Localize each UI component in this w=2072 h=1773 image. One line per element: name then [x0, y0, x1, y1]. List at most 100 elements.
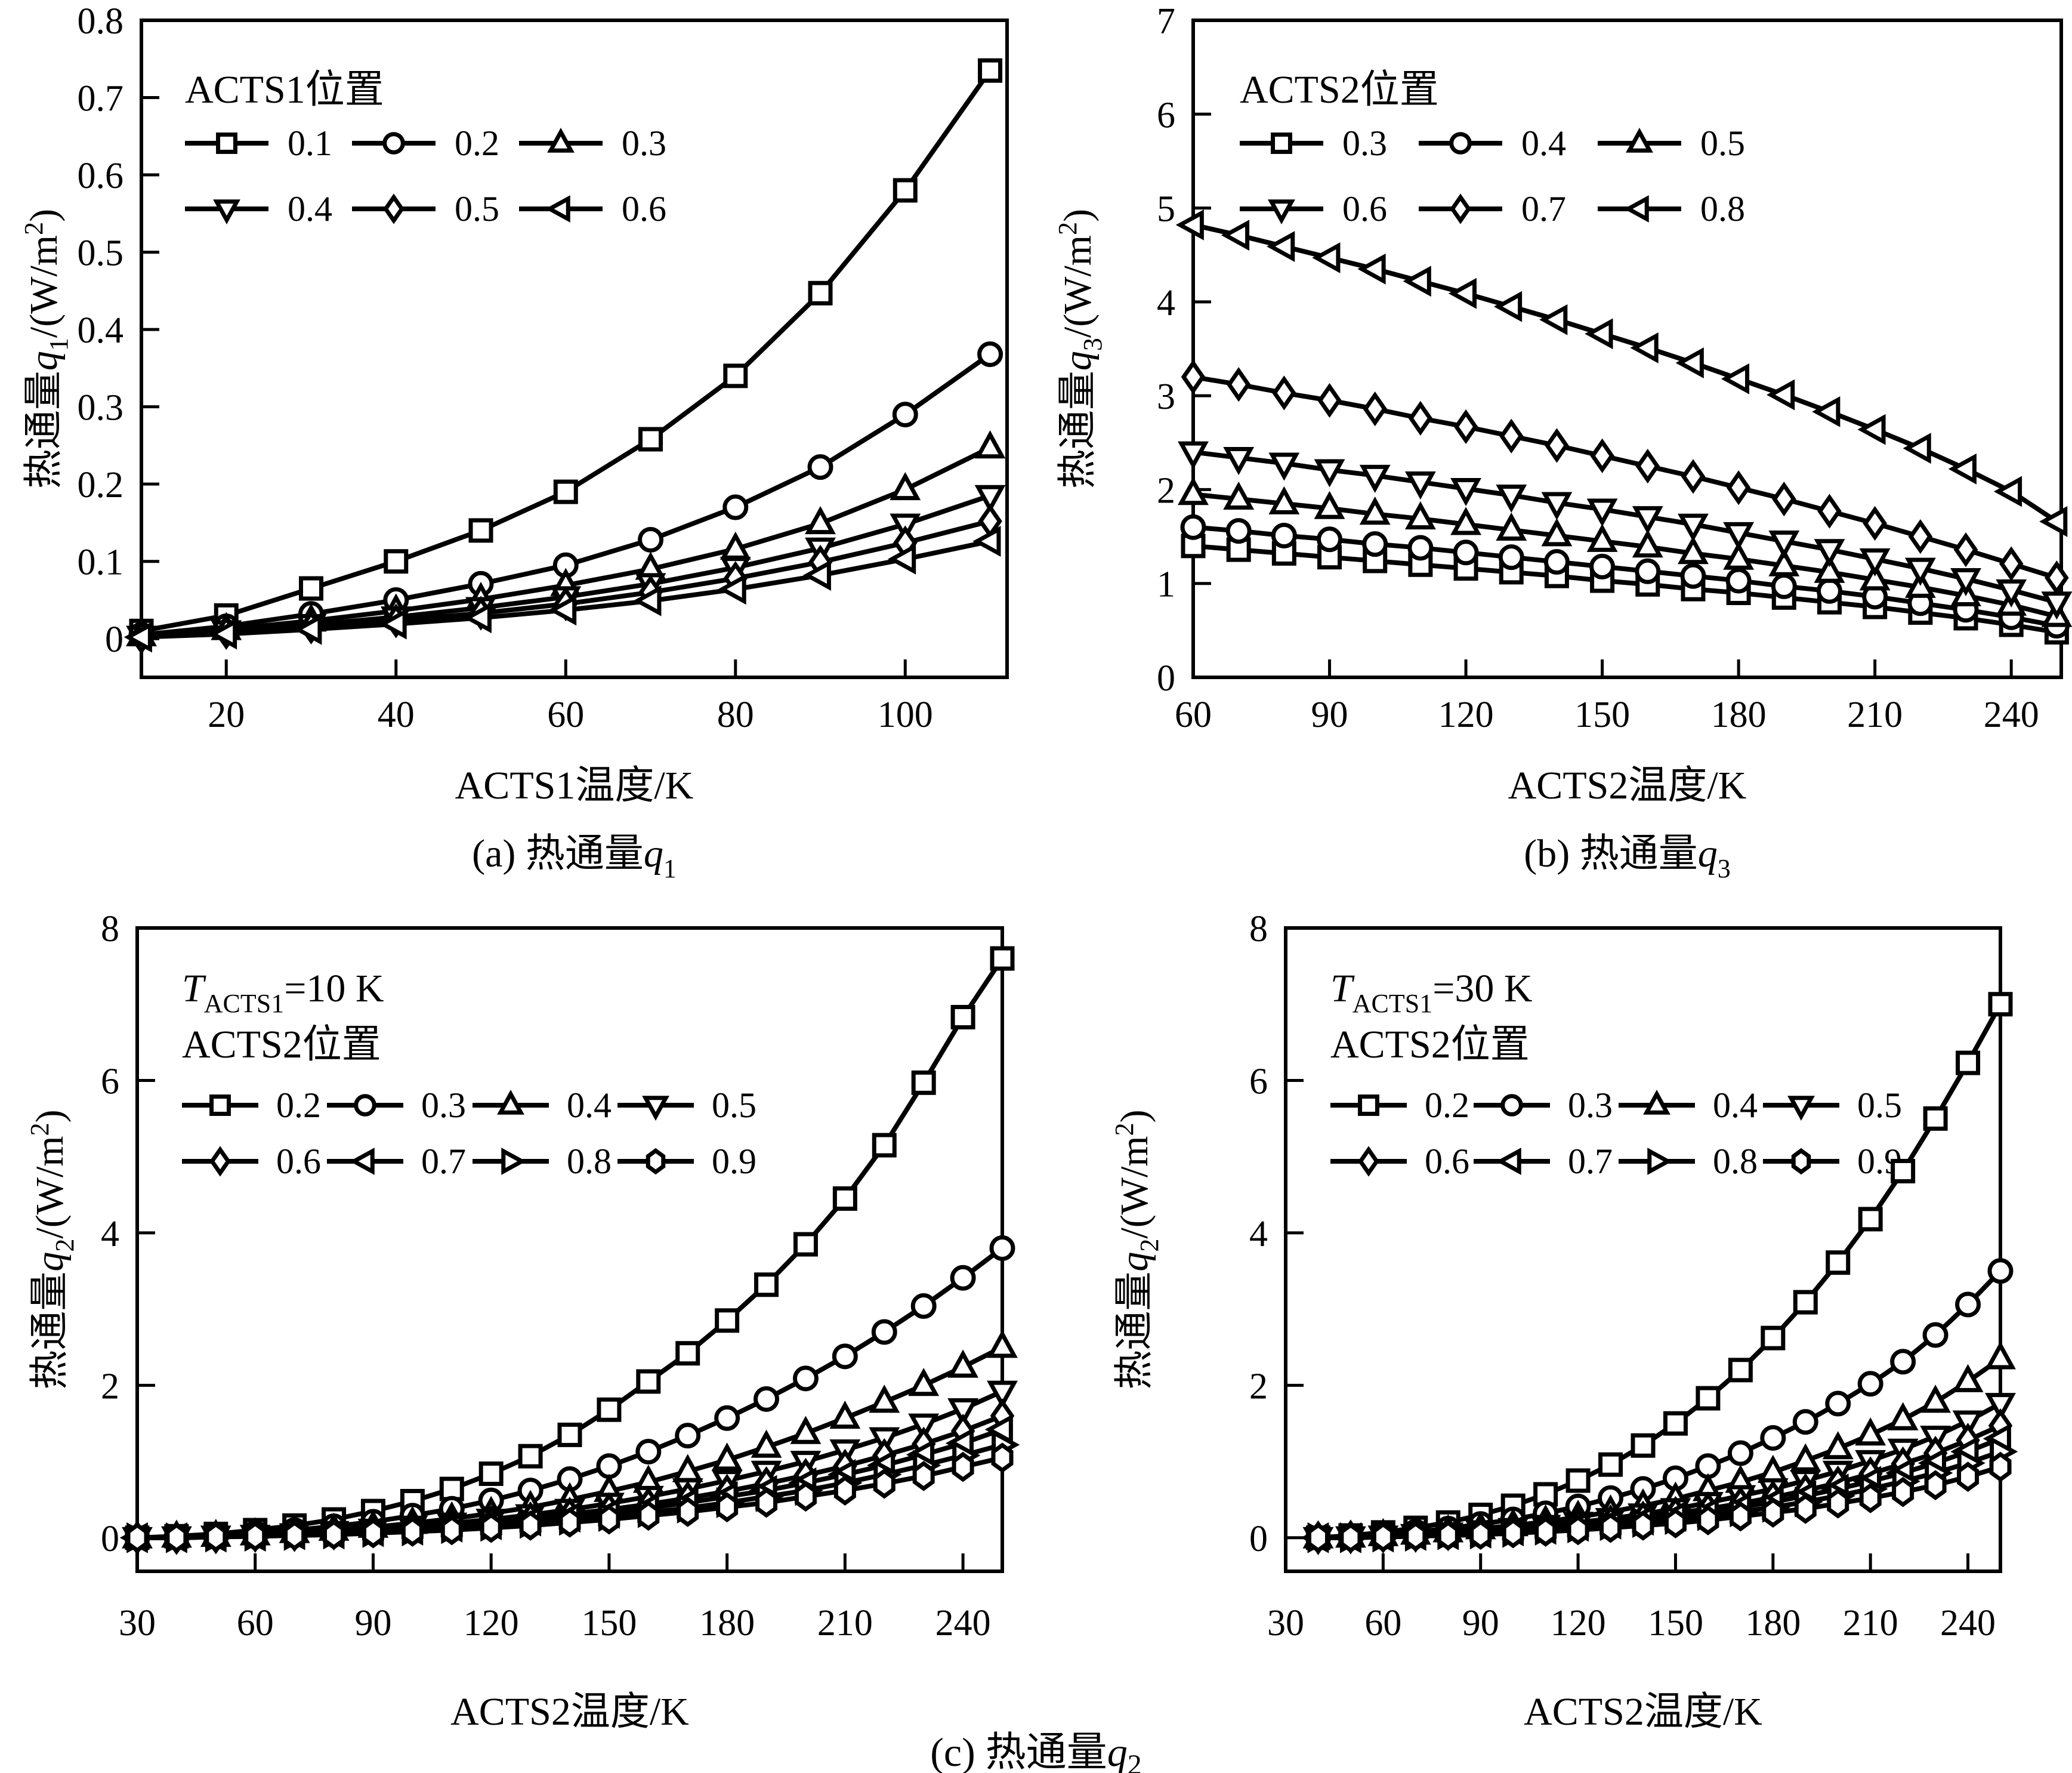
- caption-c-text: (c) 热通量: [930, 1729, 1107, 1773]
- panel-a-chart: 0 0.1 0.2 0.3 0.4 0.5 0.6 0.7 0.8 20 40 60 80 100 ACTS…: [19, 1, 1009, 883]
- x-tick-label: 100: [878, 695, 933, 735]
- series-marker-0.6: [972, 526, 1001, 557]
- legend-label: 0.6: [1425, 1142, 1469, 1181]
- series-marker-0.6: [123, 621, 152, 653]
- series-marker-0.8: [1948, 453, 1977, 485]
- series-marker-0.8: [1721, 363, 1750, 394]
- y-tick-label: 6: [1249, 1061, 1268, 1102]
- series-marker-0.7: [1499, 418, 1524, 454]
- y-tick-label: 0.3: [78, 388, 124, 428]
- series-marker-0.2: [1761, 1325, 1786, 1350]
- series-marker-0.8: [1175, 209, 1204, 240]
- series-marker-0.4: [1855, 1417, 1886, 1446]
- series-marker-0.3: [989, 1235, 1015, 1261]
- x-tick-label: 60: [1175, 695, 1212, 735]
- series-marker-0.9: [126, 1522, 149, 1553]
- series-marker-0.8: [1675, 347, 1704, 379]
- y-tick-label: 4: [1249, 1214, 1268, 1254]
- series-marker-0.6: [1632, 506, 1663, 535]
- series-marker-0.9: [1729, 1501, 1752, 1532]
- series-marker-0.3: [1857, 1371, 1883, 1397]
- series-marker-0.7: [1999, 546, 2024, 581]
- legend-label: 0.6: [276, 1142, 321, 1181]
- legend-marker-triangle-down: [1268, 199, 1295, 224]
- series-marker-0.4: [1985, 1341, 2016, 1370]
- series-marker-0.1: [808, 280, 833, 306]
- plot-area-c1: 0 2 4 6 8 30 60 90 120 150 180 210 240 ACTS2温度/K 热通量q2…: [25, 909, 1020, 1734]
- series-marker-0.9: [1989, 1451, 2012, 1482]
- series-marker-0.6: [208, 618, 237, 650]
- series-marker-0.2: [1923, 1106, 1948, 1131]
- series-marker-0.3: [974, 430, 1006, 459]
- plot-frame: [1284, 926, 2002, 1573]
- x-tick-label: 30: [1267, 1603, 1304, 1644]
- caption-c-sub: 2: [1127, 1749, 1142, 1773]
- series-marker-0.3: [832, 1343, 858, 1370]
- series-marker-0.5: [908, 1413, 940, 1442]
- series-marker-0.9: [1372, 1522, 1394, 1552]
- series-marker-0.6: [1768, 531, 1800, 559]
- series-marker-0.7: [1681, 459, 1706, 494]
- legend-label: 0.5: [1857, 1086, 1902, 1125]
- caption-c: (c) 热通量q2: [0, 1719, 2072, 1773]
- series-marker-0.6: [1904, 557, 1936, 586]
- legend: ACTS2位置 0.3 0.4 0.5 0.6 0.7 0.8: [1240, 68, 1745, 229]
- series-marker-0.9: [794, 1481, 817, 1512]
- series-marker-0.8: [1448, 277, 1477, 309]
- legend-title: TACTS1=10 K: [182, 967, 384, 1018]
- series-marker-0.5: [1768, 548, 1800, 576]
- series-line-0.2: [1318, 1003, 2003, 1540]
- y-tick-label: 0: [1249, 1519, 1268, 1559]
- series-marker-0.4: [947, 1349, 979, 1378]
- legend-title: TACTS1=30 K: [1330, 967, 1533, 1018]
- series-marker-0.2: [722, 494, 749, 520]
- legend-label: 0.5: [1700, 124, 1745, 163]
- y-tick-label: 0.8: [78, 1, 124, 42]
- series-marker-0.9: [362, 1518, 384, 1549]
- panel-b-chart: 0 1 2 3 4 5 6 7 60 90 120 150 180 210 240 ACTS2温度/K 热通量q…: [1053, 1, 2072, 883]
- legend-marker-triangle-left: [1624, 195, 1649, 223]
- series-marker-0.4: [1407, 535, 1434, 561]
- series-marker-0.1: [299, 576, 324, 601]
- series-marker-0.4: [1822, 1431, 1854, 1460]
- legend-marker-diamond: [1450, 193, 1471, 224]
- series-marker-0.7: [1272, 375, 1296, 411]
- series-marker-0.7: [1817, 494, 1842, 529]
- series-marker-0.9: [716, 1492, 739, 1523]
- x-axis-label: ACTS1温度/K: [455, 764, 694, 807]
- y-tick-label: 4: [1157, 283, 1175, 323]
- series-marker-0.6: [1586, 498, 1618, 527]
- series-marker-0.2: [1793, 1290, 1818, 1315]
- series-marker-0.8: [1221, 220, 1250, 251]
- series-marker-0.9: [637, 1500, 660, 1531]
- legend-label: 0.3: [1342, 124, 1387, 163]
- series-marker-0.9: [519, 1510, 542, 1541]
- legend-marker-circle: [1500, 1094, 1523, 1117]
- series-marker-0.4: [869, 1385, 900, 1413]
- series-marker-0.2: [557, 1422, 582, 1447]
- y-tick-label: 8: [1249, 909, 1268, 949]
- legend-marker-triangle-right: [501, 1148, 526, 1175]
- series-marker-0.5: [1178, 477, 1209, 505]
- series-marker-0.3: [754, 1386, 780, 1412]
- series-marker-0.6: [1814, 539, 1845, 568]
- series-marker-0.9: [283, 1520, 306, 1551]
- series-marker-0.2: [1565, 1468, 1591, 1493]
- legend-title: ACTS1位置: [185, 68, 384, 112]
- legend-marker-square: [1358, 1094, 1379, 1116]
- x-tick-label: 210: [1847, 695, 1903, 735]
- series-marker-0.4: [829, 1401, 861, 1429]
- series-marker-0.6: [1496, 484, 1527, 513]
- series-marker-0.7: [1453, 409, 1478, 445]
- series-marker-0.2: [715, 1308, 740, 1333]
- series-marker-0.6: [1541, 492, 1573, 520]
- legend-marker-hexagon: [646, 1148, 666, 1175]
- series-marker-0.9: [1307, 1522, 1329, 1553]
- series-marker-0.9: [205, 1522, 227, 1552]
- y-tick-label: 5: [1157, 189, 1175, 230]
- series-marker-0.5: [1632, 529, 1663, 558]
- plot-frame: [140, 18, 1009, 679]
- y-tick-label: 2: [1157, 470, 1175, 511]
- y-tick-label: 0.6: [78, 156, 124, 196]
- series-marker-0.2: [950, 1004, 975, 1029]
